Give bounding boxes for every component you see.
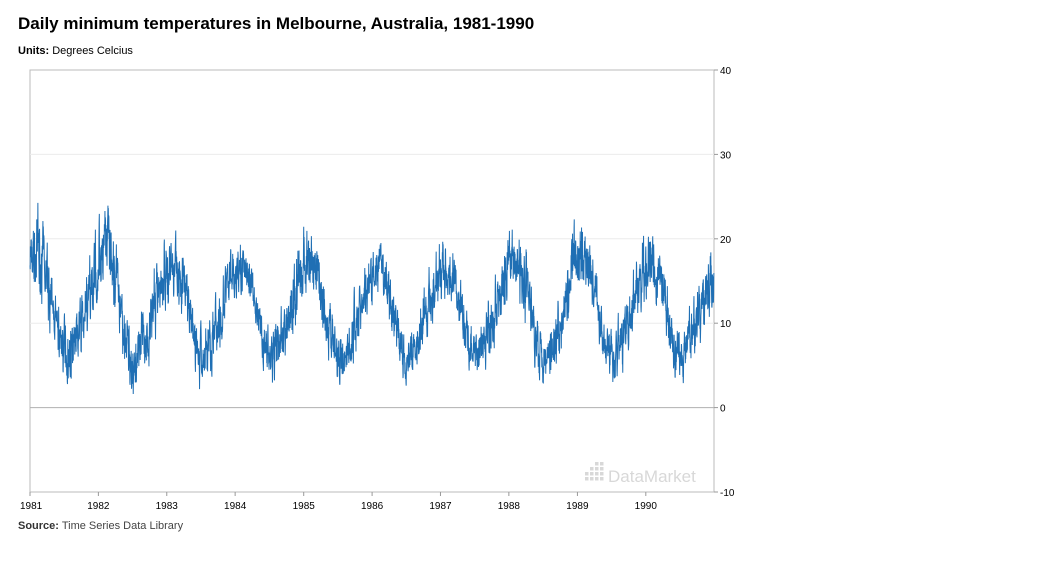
source-line: Source: Time Series Data Library <box>18 520 183 532</box>
x-tick-label-8: 1989 <box>566 501 589 512</box>
watermark-text: DataMarket <box>608 467 696 486</box>
y-tick-label-4: 0 <box>720 404 726 415</box>
x-tick-label-6: 1987 <box>429 501 452 512</box>
x-tick-label-0: 1981 <box>20 501 43 512</box>
x-tick-label-9: 1990 <box>635 501 658 512</box>
source-label: Source: <box>18 520 59 532</box>
y-tick-label-0: 40 <box>720 66 732 77</box>
y-tick-label-2: 20 <box>720 235 732 246</box>
watermark: DataMarket <box>585 462 696 486</box>
y-axis: 40 30 20 10 0 -10 <box>714 66 735 499</box>
datamarket-logo-icon <box>585 462 604 481</box>
units-label: Units: <box>18 45 50 57</box>
source-value: Time Series Data Library <box>61 520 184 532</box>
x-tick-label-7: 1988 <box>498 501 521 512</box>
x-tick-label-3: 1984 <box>224 501 247 512</box>
units-value: Degrees Celcius <box>52 45 133 57</box>
x-tick-label-1: 1982 <box>87 501 110 512</box>
units-line: Units: Degrees Celcius <box>18 45 133 57</box>
y-tick-label-1: 30 <box>720 150 732 161</box>
x-tick-label-2: 1983 <box>156 501 179 512</box>
series-line <box>29 202 715 395</box>
x-tick-label-4: 1985 <box>293 501 316 512</box>
x-axis: 1981 1982 1983 1984 1985 1986 1987 1988 1989 1990 <box>20 492 657 512</box>
chart-title: Daily minimum temperatures in Melbourne,… <box>18 14 535 33</box>
y-tick-label-3: 10 <box>720 319 732 330</box>
y-tick-label-5: -10 <box>720 488 735 499</box>
x-tick-label-5: 1986 <box>361 501 384 512</box>
